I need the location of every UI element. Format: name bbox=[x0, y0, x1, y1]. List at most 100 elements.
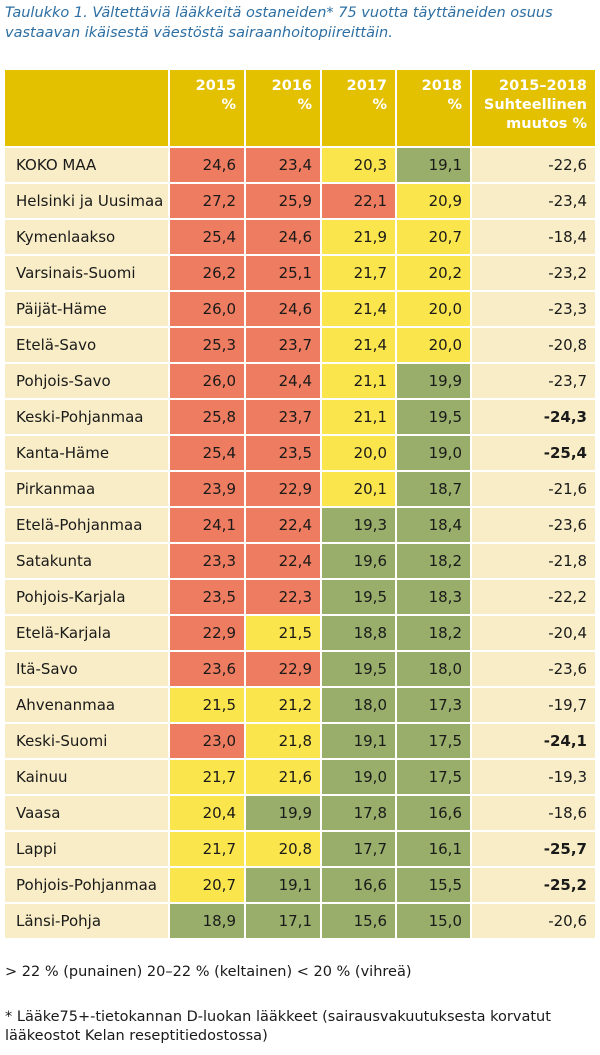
row-name-cell: Keski-Suomi bbox=[5, 724, 168, 758]
row-name-cell: Pirkanmaa bbox=[5, 472, 168, 506]
change-cell: -20,6 bbox=[472, 904, 595, 938]
value-cell: 15,6 bbox=[322, 904, 395, 938]
value-cell: 18,2 bbox=[397, 544, 470, 578]
value-cell: 20,7 bbox=[397, 220, 470, 254]
value-cell: 21,7 bbox=[322, 256, 395, 290]
header-cell: 2015 % bbox=[170, 70, 244, 146]
value-cell: 19,0 bbox=[322, 760, 395, 794]
row-name-cell: Etelä-Savo bbox=[5, 328, 168, 362]
value-cell: 19,0 bbox=[397, 436, 470, 470]
value-cell: 18,3 bbox=[397, 580, 470, 614]
value-cell: 17,7 bbox=[322, 832, 395, 866]
value-cell: 19,5 bbox=[322, 652, 395, 686]
change-cell: -20,8 bbox=[472, 328, 595, 362]
value-cell: 23,7 bbox=[246, 328, 320, 362]
value-cell: 21,5 bbox=[170, 688, 244, 722]
value-cell: 18,0 bbox=[322, 688, 395, 722]
change-cell: -23,6 bbox=[472, 508, 595, 542]
value-cell: 15,0 bbox=[397, 904, 470, 938]
value-cell: 23,9 bbox=[170, 472, 244, 506]
value-cell: 19,1 bbox=[397, 148, 470, 182]
value-cell: 22,3 bbox=[246, 580, 320, 614]
value-cell: 19,1 bbox=[322, 724, 395, 758]
row-name-cell: Ahvenanmaa bbox=[5, 688, 168, 722]
value-cell: 26,0 bbox=[170, 364, 244, 398]
value-cell: 17,1 bbox=[246, 904, 320, 938]
header-cell: 2016 % bbox=[246, 70, 320, 146]
change-cell: -22,2 bbox=[472, 580, 595, 614]
value-cell: 20,1 bbox=[322, 472, 395, 506]
value-cell: 16,6 bbox=[322, 868, 395, 902]
row-name-cell: Satakunta bbox=[5, 544, 168, 578]
value-cell: 22,9 bbox=[246, 472, 320, 506]
change-cell: -23,4 bbox=[472, 184, 595, 218]
value-cell: 21,8 bbox=[246, 724, 320, 758]
value-cell: 23,6 bbox=[170, 652, 244, 686]
change-cell: -21,8 bbox=[472, 544, 595, 578]
change-cell: -25,7 bbox=[472, 832, 595, 866]
value-cell: 20,0 bbox=[322, 436, 395, 470]
value-cell: 19,5 bbox=[322, 580, 395, 614]
value-cell: 18,7 bbox=[397, 472, 470, 506]
value-cell: 20,9 bbox=[397, 184, 470, 218]
value-cell: 19,9 bbox=[246, 796, 320, 830]
value-cell: 19,6 bbox=[322, 544, 395, 578]
value-cell: 17,8 bbox=[322, 796, 395, 830]
value-cell: 18,2 bbox=[397, 616, 470, 650]
value-cell: 23,5 bbox=[246, 436, 320, 470]
change-cell: -20,4 bbox=[472, 616, 595, 650]
value-cell: 16,1 bbox=[397, 832, 470, 866]
value-cell: 19,9 bbox=[397, 364, 470, 398]
change-cell: -25,4 bbox=[472, 436, 595, 470]
row-name-cell: Kymenlaakso bbox=[5, 220, 168, 254]
value-cell: 25,4 bbox=[170, 436, 244, 470]
change-cell: -19,7 bbox=[472, 688, 595, 722]
value-cell: 21,4 bbox=[322, 328, 395, 362]
value-cell: 18,0 bbox=[397, 652, 470, 686]
value-cell: 22,9 bbox=[246, 652, 320, 686]
value-cell: 17,5 bbox=[397, 724, 470, 758]
value-cell: 23,7 bbox=[246, 400, 320, 434]
header-cell-region bbox=[5, 70, 168, 146]
change-cell: -24,3 bbox=[472, 400, 595, 434]
change-cell: -23,2 bbox=[472, 256, 595, 290]
value-cell: 21,4 bbox=[322, 292, 395, 326]
value-cell: 19,1 bbox=[246, 868, 320, 902]
value-cell: 22,1 bbox=[322, 184, 395, 218]
change-cell: -21,6 bbox=[472, 472, 595, 506]
value-cell: 21,7 bbox=[170, 760, 244, 794]
change-cell: -23,7 bbox=[472, 364, 595, 398]
row-name-cell: Länsi-Pohja bbox=[5, 904, 168, 938]
value-cell: 21,6 bbox=[246, 760, 320, 794]
change-cell: -23,3 bbox=[472, 292, 595, 326]
value-cell: 17,3 bbox=[397, 688, 470, 722]
row-name-cell: Itä-Savo bbox=[5, 652, 168, 686]
value-cell: 22,4 bbox=[246, 508, 320, 542]
value-cell: 25,3 bbox=[170, 328, 244, 362]
value-cell: 26,2 bbox=[170, 256, 244, 290]
change-cell: -18,6 bbox=[472, 796, 595, 830]
change-cell: -19,3 bbox=[472, 760, 595, 794]
value-cell: 23,0 bbox=[170, 724, 244, 758]
value-cell: 23,4 bbox=[246, 148, 320, 182]
row-name-cell: Etelä-Pohjanmaa bbox=[5, 508, 168, 542]
row-name-cell: Lappi bbox=[5, 832, 168, 866]
footnote: * Lääke75+-tietokannan D-luokan lääkkeet… bbox=[5, 1009, 551, 1044]
row-name-cell: Varsinais-Suomi bbox=[5, 256, 168, 290]
row-name-cell: Pohjois-Savo bbox=[5, 364, 168, 398]
value-cell: 19,5 bbox=[397, 400, 470, 434]
value-cell: 21,5 bbox=[246, 616, 320, 650]
row-name-cell: Kanta-Häme bbox=[5, 436, 168, 470]
value-cell: 25,8 bbox=[170, 400, 244, 434]
value-cell: 21,2 bbox=[246, 688, 320, 722]
value-cell: 20,7 bbox=[170, 868, 244, 902]
value-cell: 25,9 bbox=[246, 184, 320, 218]
value-cell: 27,2 bbox=[170, 184, 244, 218]
value-cell: 26,0 bbox=[170, 292, 244, 326]
change-cell: -18,4 bbox=[472, 220, 595, 254]
value-cell: 15,5 bbox=[397, 868, 470, 902]
header-cell: 2017 % bbox=[322, 70, 395, 146]
row-name-cell: Helsinki ja Uusimaa bbox=[5, 184, 168, 218]
row-name-cell: Kainuu bbox=[5, 760, 168, 794]
